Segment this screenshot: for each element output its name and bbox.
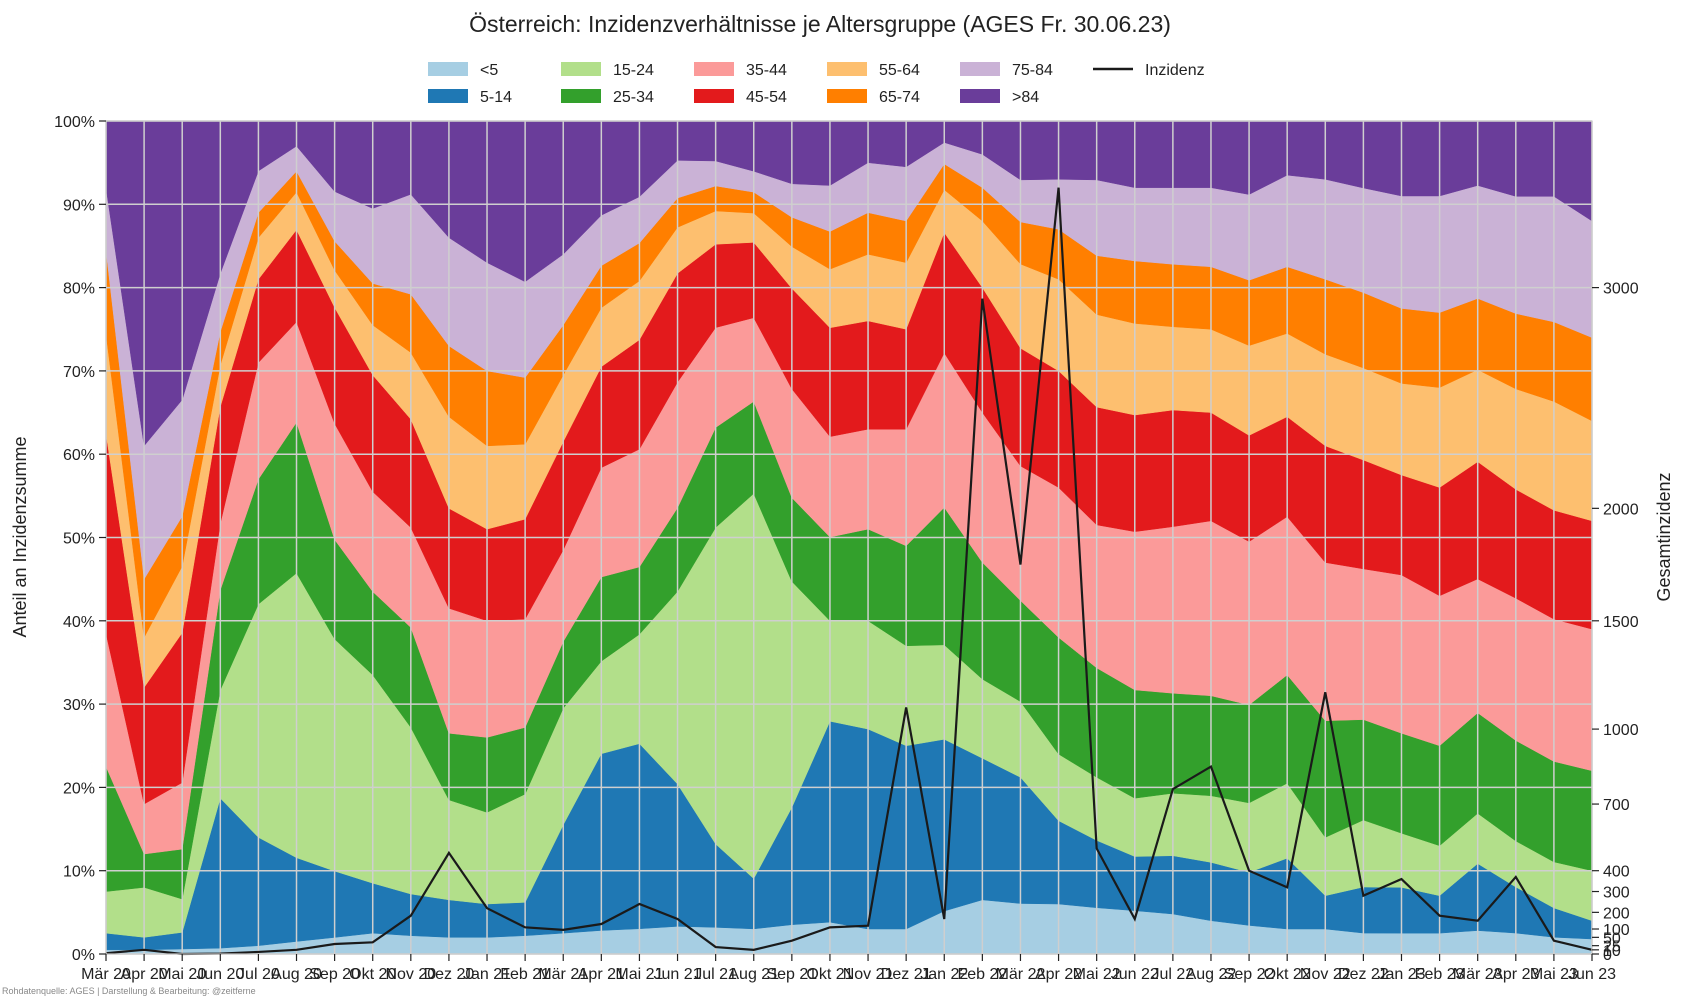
x-tick-label: Sep 20 xyxy=(309,966,360,983)
y-left-tick-label: 90% xyxy=(63,197,95,214)
y-right-tick-label: 200 xyxy=(1603,905,1630,922)
legend-label-25-34: 25-34 xyxy=(613,89,654,106)
x-tick-label: Mär 22 xyxy=(996,966,1046,983)
y-left-tick-label: 20% xyxy=(63,780,95,797)
legend-swatch-25-34 xyxy=(561,89,601,103)
legend-swatch-35-44 xyxy=(694,62,734,76)
x-tick-label: Okt 22 xyxy=(1264,966,1311,983)
legend-label-75-84: 75-84 xyxy=(1012,62,1053,79)
x-tick-label: Sep 21 xyxy=(766,966,817,983)
x-tick-label: Aug 20 xyxy=(271,966,322,983)
y-right-tick-label: 1500 xyxy=(1603,614,1639,631)
stacked-areas xyxy=(105,120,1593,955)
x-tick-label: Sep 22 xyxy=(1224,966,1275,983)
chart-title: Österreich: Inzidenzverhältnisse je Alte… xyxy=(469,11,1171,37)
x-tick-label: Mai 23 xyxy=(1530,966,1578,983)
x-tick-label: Apr 21 xyxy=(578,966,625,983)
legend: <5 5-14 15-24 25-34 35-44 45-54 55-64 65-74 75-8… xyxy=(428,62,1205,106)
x-tick-label: Jan 22 xyxy=(920,966,968,983)
x-tick-label: Dez 22 xyxy=(1338,966,1389,983)
y-right-tick-label: 300 xyxy=(1603,885,1630,902)
legend-label-15-24: 15-24 xyxy=(613,62,654,79)
x-tick-label: Jan 21 xyxy=(463,966,511,983)
x-tick-label: Mär 21 xyxy=(538,966,588,983)
incidence-line xyxy=(105,187,1593,956)
y-left-tick-label: 0% xyxy=(72,947,95,964)
x-tick-label: Mai 20 xyxy=(158,966,206,983)
x-tick-label: Okt 21 xyxy=(806,966,853,983)
x-tick-label: Jun 21 xyxy=(654,966,702,983)
legend-swatch-15-24 xyxy=(561,62,601,76)
x-tick-label: Apr 23 xyxy=(1492,966,1539,983)
y-right-tick-label: 0 xyxy=(1603,947,1612,964)
legend-label-5-14: 5-14 xyxy=(480,89,512,106)
x-tick-label: Jul 22 xyxy=(1152,966,1195,983)
y-right-tick-label: 10 xyxy=(1603,943,1621,960)
y-axis-left-label: Anteil an Inzidenzsumme xyxy=(10,436,30,637)
x-tick-label: Aug 22 xyxy=(1186,966,1237,983)
legend-label-35-44: 35-44 xyxy=(746,62,787,79)
legend-label-55-64: 55-64 xyxy=(879,62,920,79)
legend-swatch-gt84 xyxy=(960,89,1000,103)
legend-swatch-lt5 xyxy=(428,62,468,76)
y-left-tick-label: 80% xyxy=(63,281,95,298)
x-tick-label: Mär 20 xyxy=(81,966,131,983)
legend-label-lt5: <5 xyxy=(480,62,498,79)
x-tick-label: Jul 21 xyxy=(694,966,737,983)
x-tick-label: Jun 23 xyxy=(1568,966,1616,983)
legend-swatch-45-54 xyxy=(694,89,734,103)
x-tick-label: Okt 20 xyxy=(349,966,396,983)
x-tick-label: Apr 20 xyxy=(121,966,168,983)
y-right-tick-label: 2000 xyxy=(1603,501,1639,518)
legend-swatch-75-84 xyxy=(960,62,1000,76)
y-right-tick-label: 100 xyxy=(1603,922,1630,939)
x-tick-label: Feb 22 xyxy=(957,966,1007,983)
y-left-tick-label: 50% xyxy=(63,531,95,548)
legend-label-Inzidenz: Inzidenz xyxy=(1145,62,1205,79)
source-note: Rohdatenquelle: AGES | Darstellung & Bea… xyxy=(2,986,256,996)
y-left-tick-label: 60% xyxy=(63,447,95,464)
legend-label-65-74: 65-74 xyxy=(879,89,920,106)
y-right-tick-label: 3000 xyxy=(1603,281,1639,298)
x-tick-label: Jul 20 xyxy=(237,966,280,983)
legend-swatch-55-64 xyxy=(827,62,867,76)
y-right-tick-label: 50 xyxy=(1603,930,1621,947)
legend-label-45-54: 45-54 xyxy=(746,89,787,106)
x-tick-label: Nov 22 xyxy=(1300,966,1351,983)
y-left-tick-label: 70% xyxy=(63,364,95,381)
x-tick-label: Jan 23 xyxy=(1377,966,1425,983)
x-tick-label: Feb 21 xyxy=(500,966,550,983)
x-tick-label: Mai 21 xyxy=(615,966,663,983)
x-tick-label: Mär 23 xyxy=(1453,966,1503,983)
x-tick-label: Nov 20 xyxy=(385,966,436,983)
x-tick-label: Dez 21 xyxy=(881,966,932,983)
x-tick-label: Jun 20 xyxy=(196,966,244,983)
x-tick-label: Nov 21 xyxy=(843,966,894,983)
legend-swatch-65-74 xyxy=(827,89,867,103)
y-right-tick-label: 700 xyxy=(1603,797,1630,814)
y-left-tick-label: 30% xyxy=(63,697,95,714)
x-tick-label: Apr 22 xyxy=(1035,966,1082,983)
y-axis-right-label: Gesamtinzidenz xyxy=(1654,472,1674,601)
x-tick-label: Mai 22 xyxy=(1073,966,1121,983)
x-tick-label: Feb 23 xyxy=(1415,966,1465,983)
legend-swatch-5-14 xyxy=(428,89,468,103)
x-tick-label: Jun 22 xyxy=(1111,966,1159,983)
x-tick-label: Dez 20 xyxy=(424,966,475,983)
y-right-tick-label: 25 xyxy=(1603,939,1621,956)
y-left-tick-label: 100% xyxy=(54,114,95,131)
y-right-tick-label: 400 xyxy=(1603,864,1630,881)
y-left-tick-label: 10% xyxy=(63,864,95,881)
x-tick-label: Aug 21 xyxy=(728,966,779,983)
y-right-tick-label: 1000 xyxy=(1603,722,1639,739)
y-axis-left: 0% 10% 20% 30% 40% 50% 60% 70% 80% 90% 100% xyxy=(54,114,106,964)
legend-label-gt84: >84 xyxy=(1012,89,1039,106)
y-left-tick-label: 40% xyxy=(63,614,95,631)
